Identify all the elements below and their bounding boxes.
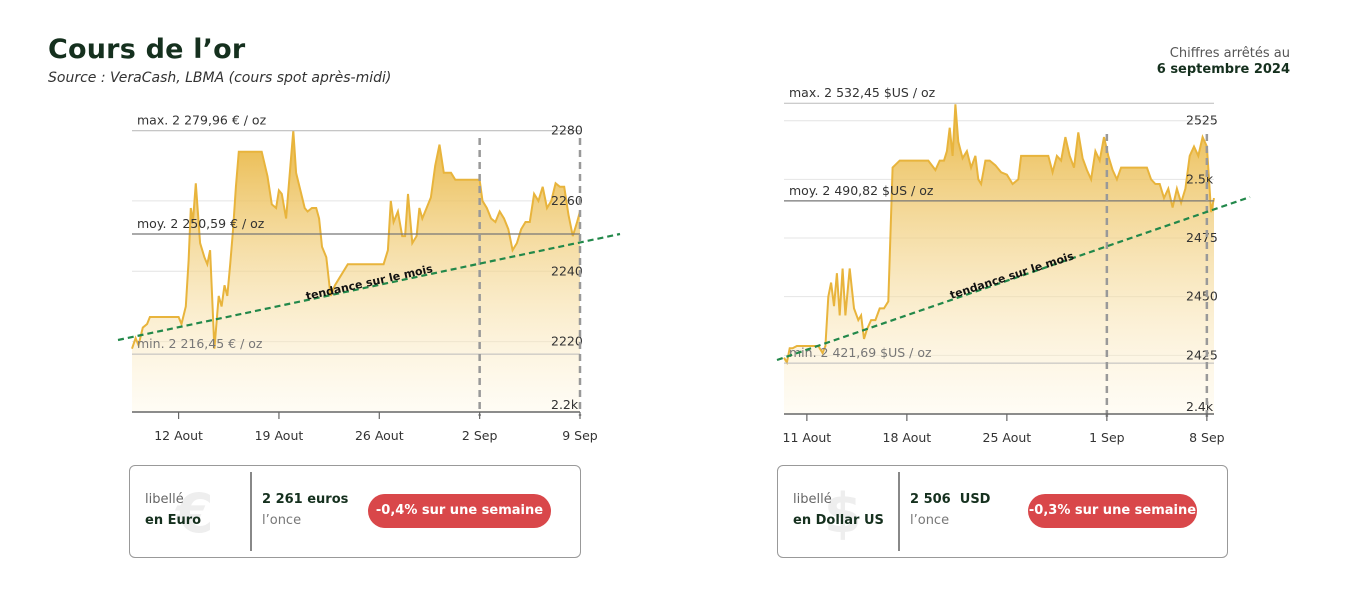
x-tick-label: 19 Aout <box>255 428 304 443</box>
y-tick-label: 2.5k <box>1186 171 1214 186</box>
y-tick-label: 2.4k <box>1186 399 1214 414</box>
price-line <box>783 104 1215 366</box>
x-tick-label: 11 Aout <box>783 430 832 445</box>
euro-icon: € <box>176 482 214 545</box>
euro-gold-chart: max. 2 279,96 € / oz moy. 2 250,59 € / oz… <box>117 113 621 443</box>
x-tick-label: 8 Sep <box>1189 430 1225 445</box>
euro-weekly-change-badge: -0,4% sur une semaine <box>368 494 551 528</box>
dollar-info-box: $ libellé en Dollar US 2 506 USD l’once … <box>777 465 1228 558</box>
y-tick-label: 2450 <box>1186 289 1218 304</box>
x-tick-label: 1 Sep <box>1089 430 1125 445</box>
dollar-weekly-change-badge: -0,3% sur une semaine <box>1028 494 1197 528</box>
max-label: max. 2 279,96 € / oz <box>137 113 267 128</box>
dollar-box-label: libellé <box>793 492 832 507</box>
as-of-date: Chiffres arrêtés au 6 septembre 2024 <box>1157 46 1290 78</box>
price-area <box>784 104 1214 415</box>
euro-price-unit: l’once <box>262 513 302 528</box>
page-subtitle: Source : VeraCash, LBMA (cours spot aprè… <box>48 70 392 86</box>
trend-line <box>117 232 621 342</box>
y-tick-label: 2.2k <box>551 397 579 412</box>
as-of-date-value: 6 septembre 2024 <box>1156 62 1290 77</box>
y-tick-label: 2525 <box>1186 113 1218 128</box>
trend-line <box>776 195 1251 362</box>
divider <box>250 472 252 551</box>
y-tick-label: 2475 <box>1186 230 1218 245</box>
dollar-gold-chart: max. 2 532,45 $US / oz moy. 2 490,82 $US … <box>776 85 1251 445</box>
y-tick-label: 2220 <box>551 334 583 349</box>
price-line <box>131 130 581 350</box>
divider <box>898 472 900 551</box>
min-label: min. 2 421,69 $US / oz <box>789 345 932 360</box>
page-title: Cours de l’or <box>48 34 246 65</box>
min-label: min. 2 216,45 € / oz <box>137 336 263 351</box>
as-of-label: Chiffres arrêtés au <box>1169 46 1290 61</box>
y-tick-label: 2260 <box>551 193 583 208</box>
x-tick-label: 9 Sep <box>562 428 598 443</box>
dollar-icon: $ <box>824 482 862 545</box>
max-label: max. 2 532,45 $US / oz <box>789 85 936 100</box>
avg-label: moy. 2 490,82 $US / oz <box>789 183 934 198</box>
euro-box-currency: en Euro <box>145 513 202 528</box>
euro-box-label: libellé <box>145 492 184 507</box>
dollar-price-value: 2 506 USD <box>910 492 991 507</box>
dollar-box-currency: en Dollar US <box>793 513 884 528</box>
y-tick-label: 2280 <box>551 123 583 138</box>
avg-label: moy. 2 250,59 € / oz <box>137 216 265 231</box>
euro-info-box: € libellé en Euro 2 261 euros l’once -0,… <box>129 465 581 558</box>
y-tick-label: 2425 <box>1186 347 1218 362</box>
price-area <box>132 130 580 412</box>
x-tick-label: 2 Sep <box>462 428 498 443</box>
y-tick-label: 2240 <box>551 263 583 278</box>
x-tick-label: 26 Aout <box>355 428 404 443</box>
x-tick-label: 18 Aout <box>883 430 932 445</box>
euro-price-value: 2 261 euros <box>262 492 349 507</box>
x-tick-label: 12 Aout <box>154 428 203 443</box>
dollar-price-unit: l’once <box>910 513 950 528</box>
x-tick-label: 25 Aout <box>983 430 1032 445</box>
